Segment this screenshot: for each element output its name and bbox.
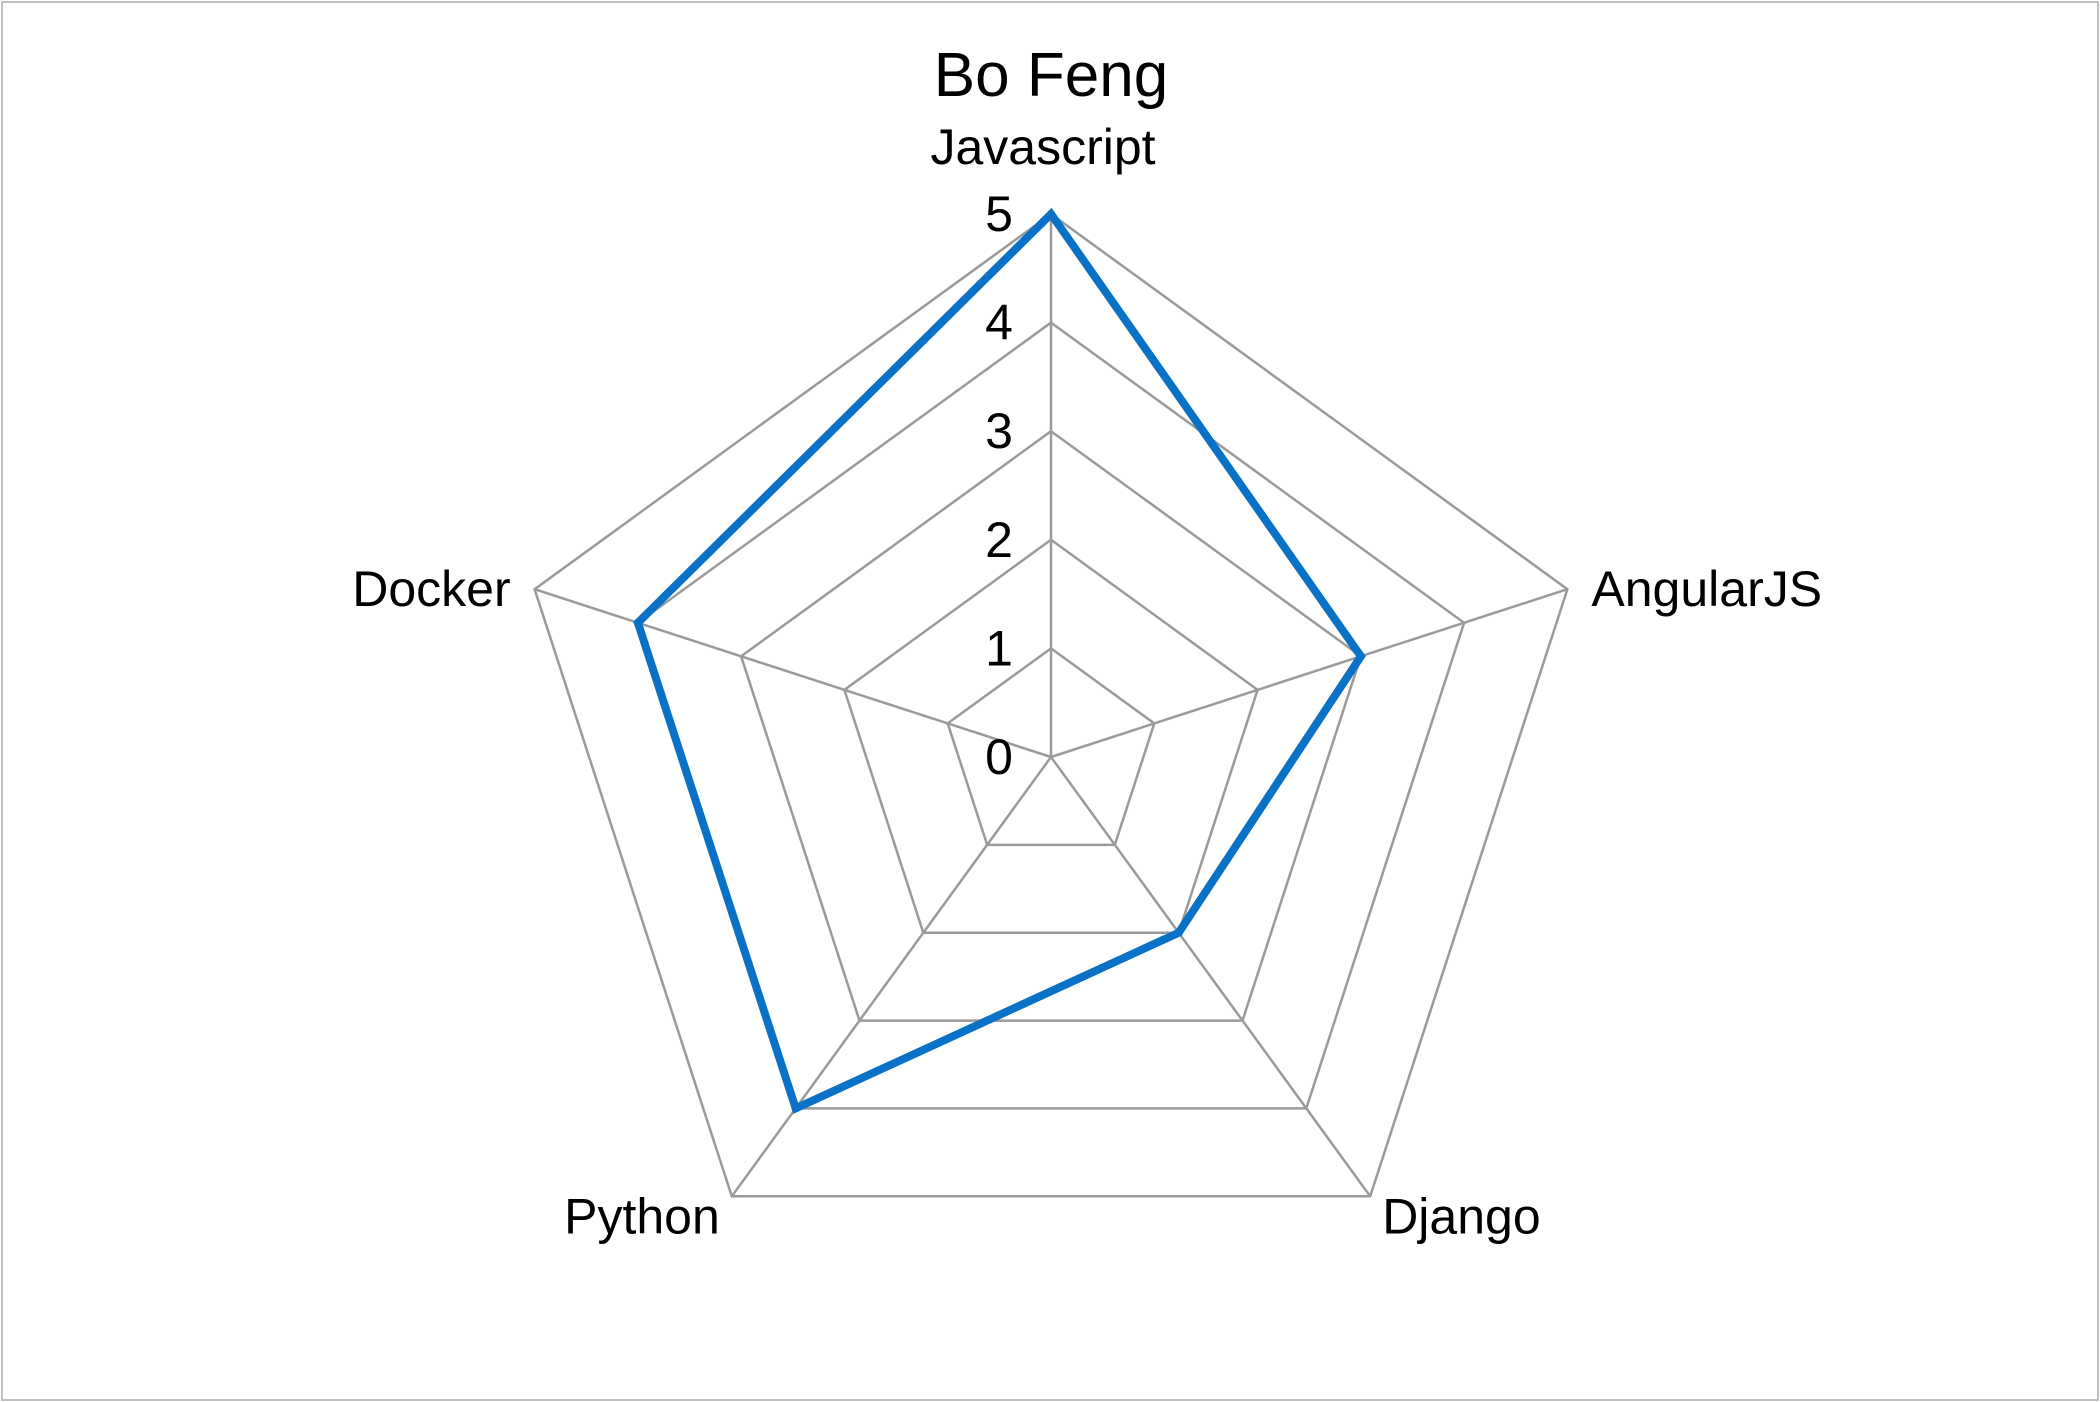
spoke-docker	[534, 588, 1052, 759]
tick-label-2: 2	[985, 512, 1013, 568]
grid-ring-5	[533, 212, 1569, 1198]
category-label-docker: Docker	[352, 561, 510, 617]
category-label-javascript: Javascript	[930, 119, 1155, 175]
category-label-django: Django	[1382, 1188, 1540, 1244]
tick-label-5: 5	[985, 186, 1013, 242]
tick-label-0: 0	[985, 729, 1013, 785]
radar-series-group	[633, 207, 1366, 1114]
grid-ring-1	[946, 646, 1156, 847]
tick-label-4: 4	[985, 295, 1013, 351]
category-label-python: Python	[564, 1188, 720, 1244]
grid-ring-3	[739, 429, 1363, 1022]
spoke-python	[730, 756, 1053, 1198]
series-point-angularjs	[1356, 652, 1365, 661]
radar-grid	[533, 212, 1569, 1198]
spoke-django	[1049, 756, 1372, 1198]
chart-title: Bo Feng	[934, 41, 1168, 110]
grid-ring-4	[636, 321, 1466, 1110]
grid-ring-2	[842, 538, 1260, 934]
series-line	[633, 207, 1366, 1114]
tick-label-3: 3	[985, 403, 1013, 459]
spoke-angularjs	[1050, 588, 1568, 759]
category-labels: Javascript AngularJS Django Python Docker	[352, 119, 1822, 1244]
series-point-python	[791, 1104, 800, 1113]
series-point-javascript	[1047, 210, 1055, 218]
series-point-django	[1174, 928, 1183, 937]
series-point-docker	[633, 618, 642, 627]
radial-tick-labels: 0 1 2 3 4 5	[985, 186, 1013, 785]
tick-label-1: 1	[985, 620, 1013, 676]
radar-spokes	[534, 214, 1568, 1198]
category-label-angularjs: AngularJS	[1591, 561, 1822, 617]
